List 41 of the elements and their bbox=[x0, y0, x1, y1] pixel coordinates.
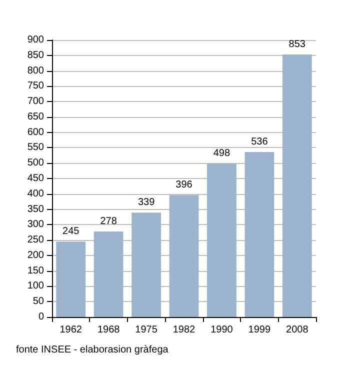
y-tick-label: 700 bbox=[27, 96, 44, 108]
data-label: 245 bbox=[62, 226, 80, 238]
y-tick-label: 550 bbox=[27, 142, 44, 154]
y-tick-label: 750 bbox=[27, 80, 44, 92]
bar bbox=[169, 195, 199, 317]
y-tick-label: 900 bbox=[27, 34, 44, 46]
bar bbox=[244, 152, 274, 317]
x-tick-label: 1968 bbox=[97, 324, 120, 336]
y-tick-label: 800 bbox=[27, 65, 44, 76]
data-label: 536 bbox=[251, 136, 268, 148]
y-tick-label: 250 bbox=[27, 234, 44, 246]
y-tick-label: 100 bbox=[27, 280, 44, 292]
x-tick-label: 1990 bbox=[210, 324, 234, 336]
y-tick-label: 350 bbox=[27, 204, 44, 215]
x-tick-label: 1962 bbox=[60, 324, 82, 336]
x-tick-label: 1999 bbox=[248, 324, 271, 336]
data-label: 498 bbox=[213, 148, 230, 160]
y-tick-label: 400 bbox=[27, 188, 44, 200]
y-tick-label: 650 bbox=[27, 111, 44, 122]
y-tick-label: 0 bbox=[38, 312, 44, 322]
y-tick-label: 600 bbox=[27, 126, 44, 138]
x-tick-label: 1982 bbox=[172, 324, 196, 336]
x-tick-label: 2008 bbox=[286, 324, 309, 336]
bar bbox=[282, 54, 312, 317]
bar bbox=[207, 164, 236, 317]
y-tick-label: 500 bbox=[27, 158, 44, 169]
y-tick-label: 850 bbox=[27, 50, 44, 61]
data-label: 278 bbox=[100, 216, 118, 227]
data-label: 396 bbox=[176, 180, 193, 191]
y-tick-label: 50 bbox=[32, 296, 44, 308]
bar bbox=[94, 231, 124, 317]
y-tick-label: 300 bbox=[27, 219, 44, 230]
y-tick-label: 150 bbox=[27, 265, 44, 276]
x-tick-label: 1975 bbox=[135, 324, 158, 336]
bar bbox=[56, 242, 86, 317]
y-tick-label: 450 bbox=[27, 173, 44, 184]
data-label: 853 bbox=[288, 38, 306, 50]
y-tick-label: 200 bbox=[27, 250, 44, 261]
bar bbox=[132, 212, 161, 317]
source-note: fonte INSEE - elaborasion gràfega bbox=[16, 344, 169, 356]
data-label: 339 bbox=[138, 197, 156, 208]
